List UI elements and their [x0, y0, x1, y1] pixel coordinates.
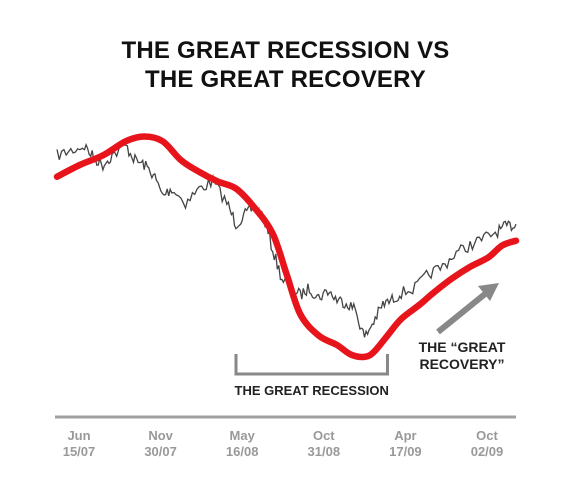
- recovery-label-line-2: RECOVERY”: [419, 356, 504, 372]
- price-series: [56, 142, 517, 338]
- recession-bracket: [234, 354, 389, 376]
- x-tick-month: May: [230, 428, 256, 443]
- x-tick-date: 16/08: [226, 444, 259, 459]
- chart-title-line-2: THE GREAT RECOVERY: [145, 66, 426, 93]
- x-tick-month: Oct: [313, 428, 335, 443]
- price-line: [56, 142, 517, 338]
- x-tick-month: Apr: [394, 428, 416, 443]
- x-tick-date: 31/08: [308, 444, 341, 459]
- x-tick-date: 30/07: [144, 444, 177, 459]
- x-tick-month: Jun: [67, 428, 90, 443]
- x-tick-date: 02/09: [471, 444, 504, 459]
- recession-label: THE GREAT RECESSION: [235, 383, 389, 398]
- chart-title: THE GREAT RECESSION VS THE GREAT RECOVER…: [0, 36, 571, 94]
- x-tick-labels: Jun15/07Nov30/07May16/08Oct31/08Apr17/09…: [63, 428, 504, 459]
- trend-line: [53, 133, 520, 361]
- annotation-layer: THE GREAT RECESSION THE “GREAT RECOVERY”: [234, 283, 506, 398]
- trend-series: [53, 133, 520, 361]
- x-tick-date: 15/07: [63, 444, 96, 459]
- recovery-label-line-1: THE “GREAT: [419, 339, 506, 355]
- chart-title-line-1: THE GREAT RECESSION VS: [121, 37, 450, 64]
- x-tick-month: Nov: [148, 428, 173, 443]
- x-tick-month: Oct: [476, 428, 498, 443]
- x-tick-date: 17/09: [389, 444, 422, 459]
- recovery-arrow-icon: [436, 283, 499, 335]
- series-layer: [53, 133, 520, 361]
